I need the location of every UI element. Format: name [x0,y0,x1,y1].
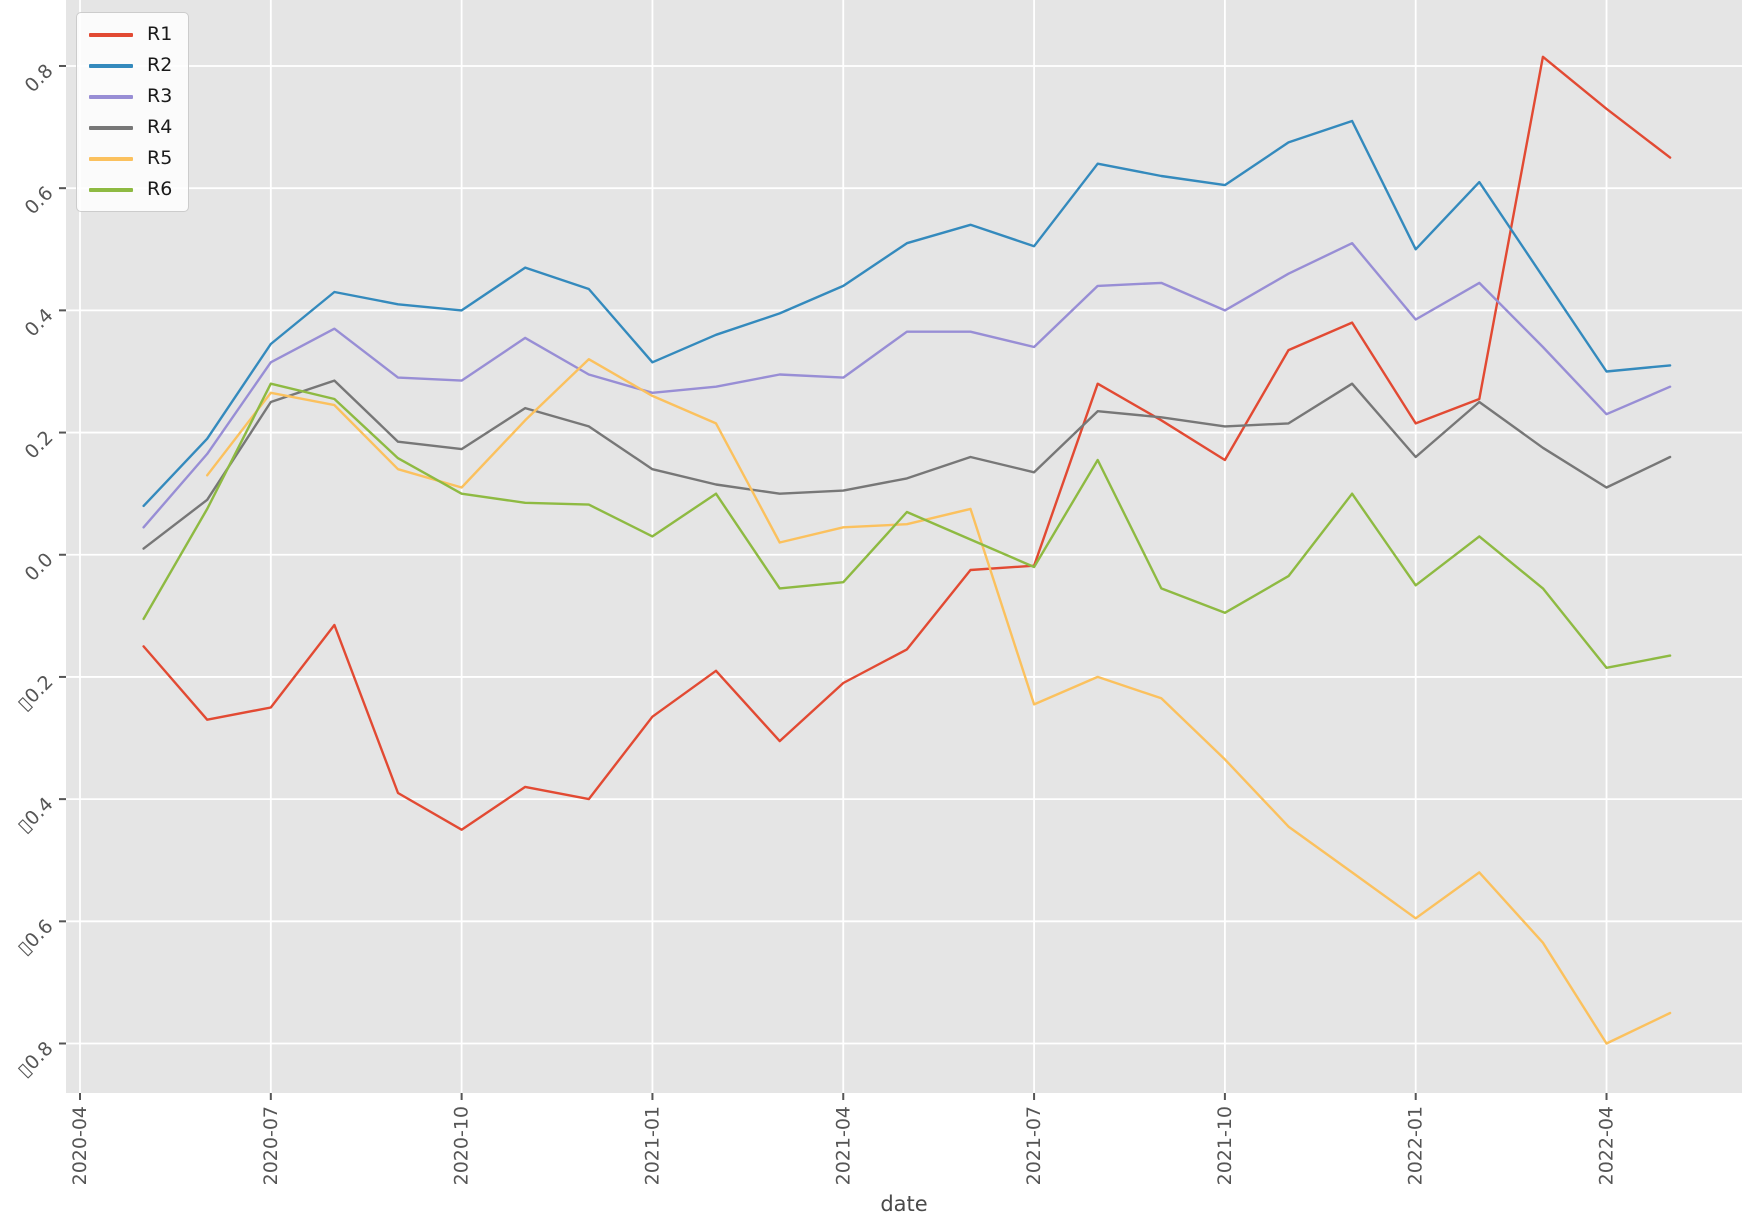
legend-item-R6: R6 [89,180,172,199]
legend-label-R6: R6 [147,178,173,200]
y-tick-label: 0.0 [21,549,58,586]
legend-label-R3: R3 [147,85,173,107]
legend-label-R5: R5 [147,147,173,169]
y-tick-label: ▯0.4 [13,793,57,837]
x-tick-label: 2021-04 [832,1106,854,1185]
series-line-R6 [142,382,1672,669]
x-tick-label: 2021-07 [1023,1106,1045,1185]
x-tick-labels: 2020-04 2020-07 2020-10 2021-01 2021-04 2021-… [69,1106,1618,1185]
series-line-R5 [205,358,1672,1045]
x-tick-label: 2020-07 [260,1106,282,1185]
legend-swatch-R5 [89,156,133,161]
y-tick-label: 0.2 [21,427,58,464]
series-line-R2 [142,119,1672,508]
y-tick-label: 0.8 [21,60,58,97]
plot-area [66,0,1742,1093]
legend-item-R2: R2 [89,56,172,75]
series-lines [142,55,1672,1045]
legend-label-R4: R4 [147,116,173,138]
x-axis-title: date [880,1192,928,1216]
y-tick-label: 0.4 [21,304,58,341]
y-tick-label: 0.6 [21,182,58,219]
x-tick-label: 2020-10 [451,1106,473,1185]
legend-item-R5: R5 [89,149,172,168]
y-tick-label: ▯0.6 [13,915,57,959]
x-tick-label: 2021-01 [641,1106,663,1185]
legend-swatch-R1 [89,32,133,37]
y-tick-labels: 0.8 0.6 0.4 0.2 0.0 ▯0.2 ▯0.4 ▯0.6 ▯0.8 [13,60,57,1082]
x-tick-label: 2022-01 [1405,1106,1427,1185]
x-tick-label: 2020-04 [69,1106,91,1185]
legend-item-R4: R4 [89,118,172,137]
x-tick-label: 2021-10 [1214,1106,1236,1185]
series-line-R4 [142,379,1672,550]
legend-swatch-R6 [89,187,133,192]
legend-swatch-R3 [89,94,133,99]
series-line-R3 [142,241,1672,529]
legend-label-R1: R1 [147,23,173,45]
series-line-R1 [142,55,1672,831]
legend: R1 R2 R3 R4 R5 R6 [76,12,190,212]
legend-item-R1: R1 [89,25,172,44]
legend-swatch-R2 [89,63,133,68]
gridlines [66,0,1742,1093]
legend-label-R2: R2 [147,54,173,76]
y-tick-label: ▯0.2 [13,671,57,715]
legend-item-R3: R3 [89,87,172,106]
x-tick-label: 2022-04 [1596,1106,1618,1185]
legend-swatch-R4 [89,125,133,130]
y-tick-label: ▯0.8 [13,1037,57,1081]
tick-marks [59,64,1608,1100]
